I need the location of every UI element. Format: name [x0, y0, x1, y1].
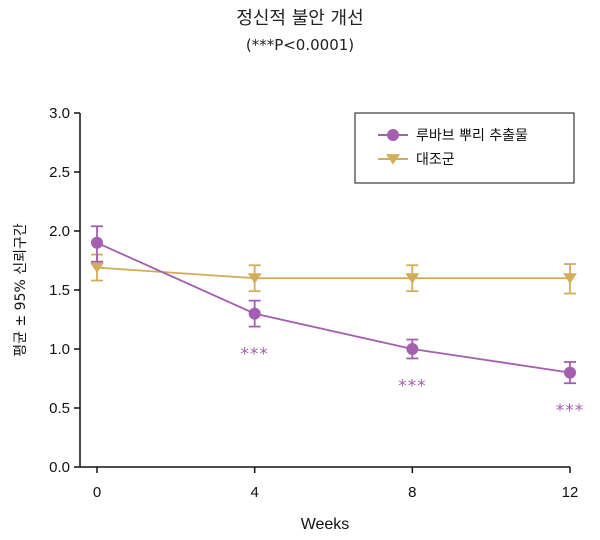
y-tick-label: 0.5: [49, 400, 70, 417]
data-point: [564, 366, 576, 379]
data-point: [90, 262, 104, 274]
data-point: [406, 343, 419, 355]
y-tick-label: 0.0: [49, 459, 70, 476]
data-point: [563, 273, 577, 284]
data-point: [248, 307, 261, 320]
significance-label: ***: [240, 345, 269, 365]
legend-label: 루바브 뿌리 추출물: [416, 128, 528, 144]
y-tick-label: 3.0: [49, 105, 70, 122]
legend-box: [354, 112, 575, 184]
x-tick-label: 12: [562, 484, 579, 501]
y-axis-label: 평균 ± 95% 신뢰구간: [13, 223, 29, 357]
axes: 0.0 0.5 1.0 1.5 2.0 2.5 3.0 0 4 8 12: [49, 105, 578, 501]
series-0: *** *** ***: [91, 225, 585, 421]
chart-subtitle: (***P<0.0001): [246, 36, 354, 54]
y-tick-label: 1.5: [49, 282, 70, 299]
x-tick-label: 8: [408, 484, 416, 501]
y-tick-label: 1.0: [49, 341, 70, 358]
y-tick-label: 2.5: [49, 164, 70, 181]
data-point: [247, 273, 262, 284]
significance-label: ***: [556, 401, 585, 421]
x-axis-label: Weeks: [301, 516, 350, 533]
significance-label: ***: [398, 376, 427, 396]
y-tick-label: 2.0: [49, 223, 70, 240]
legend-marker: [387, 129, 399, 141]
x-tick-label: 0: [93, 484, 101, 501]
legend-label: 대조군: [416, 152, 455, 168]
x-tick-label: 4: [250, 484, 258, 501]
chart-title: 정신적 불안 개선: [236, 8, 363, 29]
data-point: [405, 273, 420, 284]
series-1: [90, 253, 577, 295]
legend-marker: [386, 154, 400, 165]
series-line: [96, 266, 570, 280]
data-point: [91, 236, 103, 249]
series-layer: *** *** ***: [90, 225, 585, 421]
series-line: [96, 241, 571, 374]
